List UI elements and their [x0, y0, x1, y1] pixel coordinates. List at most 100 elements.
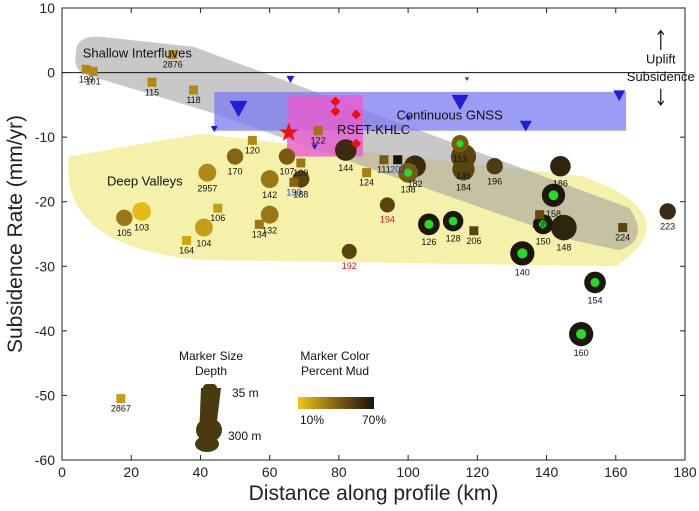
point-101 — [88, 66, 98, 76]
rset-khlc-label: RSET-KHLC — [337, 122, 410, 137]
gnss-marker-2 — [286, 75, 295, 84]
point-label-148: 148 — [556, 242, 571, 252]
x-axis-title: Distance along profile (km) — [249, 482, 499, 505]
point-115 — [147, 77, 157, 87]
x-tick-label-5: 100 — [396, 464, 420, 480]
point-154-marker — [590, 277, 600, 287]
point-label-111: 111 — [377, 165, 391, 175]
point-223 — [659, 203, 676, 220]
y-tick-label-7: -60 — [35, 452, 55, 468]
point-132 — [260, 205, 279, 224]
gnss-marker-3 — [311, 144, 318, 150]
shallow-interfluves-label: Shallow Interfluves — [83, 46, 193, 61]
point-196 — [486, 158, 503, 175]
y-tick-label-1: 0 — [47, 65, 55, 81]
point-label-188: 188 — [293, 190, 308, 200]
y-tick-label-0: 10 — [39, 0, 55, 16]
point-label-106: 106 — [210, 213, 225, 223]
point-label-224: 224 — [615, 233, 630, 243]
point-120 — [247, 135, 257, 145]
rset-marker-3 — [351, 138, 362, 149]
point-202 — [393, 155, 403, 165]
point-label-105: 105 — [117, 228, 132, 238]
point-label-2876: 2876 — [163, 59, 183, 69]
rset-marker-1 — [330, 106, 341, 117]
point-186 — [550, 155, 571, 177]
point-label-154: 154 — [587, 295, 602, 305]
point-label-120: 120 — [245, 145, 260, 155]
point-label-118: 118 — [186, 95, 200, 105]
annotations: Shallow Interfluves Deep Valleys Continu… — [83, 46, 695, 189]
legend-size-top — [203, 384, 217, 392]
point-label-150: 150 — [536, 236, 551, 246]
point-label-2957: 2957 — [197, 184, 217, 194]
point-192 — [341, 243, 357, 259]
x-tick-label-6: 120 — [466, 464, 490, 480]
legend-size-subtitle: Depth — [195, 364, 227, 378]
point-164 — [182, 235, 192, 245]
point-label-113: 113 — [453, 154, 467, 164]
point-126-marker — [424, 219, 434, 229]
point-label-186: 186 — [553, 178, 568, 188]
point-label-190: 190 — [286, 187, 301, 197]
uplift-label: Uplift — [646, 52, 676, 67]
subsidence-arrow — [657, 88, 665, 106]
point-134 — [254, 219, 264, 229]
point-label-206: 206 — [466, 236, 481, 246]
y-axis-title: Subsidence Rate (mm/yr) — [4, 115, 27, 353]
point-224 — [618, 223, 628, 233]
gnss-marker-4 — [405, 115, 412, 121]
legend: Marker Size Depth 35 m 300 m Marker Colo… — [179, 349, 386, 452]
point-138-marker — [403, 168, 413, 177]
legend-size-title: Marker Size — [179, 349, 243, 363]
deep-valleys-label: Deep Valleys — [107, 174, 183, 189]
point-label-142: 142 — [262, 190, 277, 200]
point-label-158: 158 — [546, 209, 561, 219]
point-170 — [226, 148, 244, 165]
rset-marker-2 — [351, 109, 362, 120]
point-label-192: 192 — [342, 261, 357, 271]
x-tick-label-9: 180 — [673, 464, 697, 480]
legend-color-title: Marker Color — [300, 349, 369, 363]
point-label-202: 202 — [390, 165, 405, 175]
point-label-104: 104 — [196, 238, 211, 248]
point-2876 — [168, 49, 178, 59]
point-122 — [313, 126, 323, 136]
point-label-164: 164 — [179, 245, 194, 255]
point-label-182: 182 — [408, 179, 423, 189]
point-124 — [362, 168, 372, 178]
legend-size-ball — [196, 418, 222, 442]
gnss-marker-6 — [464, 77, 469, 82]
point-label-170: 170 — [228, 167, 243, 177]
continuous-gnss-label: Continuous GNSS — [397, 108, 504, 123]
point-208 — [535, 210, 545, 220]
legend-color-max: 70% — [362, 413, 386, 427]
y-tick-label-5: -40 — [35, 323, 55, 339]
x-tick-label-8: 160 — [604, 464, 628, 480]
point-label-124: 124 — [359, 178, 374, 188]
point-190 — [289, 177, 299, 187]
x-tick-label-4: 80 — [331, 464, 347, 480]
x-tick-label-7: 140 — [535, 464, 559, 480]
point-label-140: 140 — [515, 267, 530, 277]
point-label-160: 160 — [574, 348, 589, 358]
point-103 — [132, 202, 151, 221]
point-label-126: 126 — [421, 237, 436, 247]
point-label-138: 138 — [401, 185, 416, 195]
point-label-132: 132 — [262, 226, 277, 236]
point-111 — [379, 155, 389, 165]
point-109 — [296, 158, 306, 168]
point-148 — [551, 214, 577, 241]
y-tick-label-6: -50 — [35, 387, 55, 403]
point-label-199: 199 — [79, 74, 94, 84]
legend-color-subtitle: Percent Mud — [301, 364, 369, 378]
point-118 — [189, 85, 199, 95]
x-tick-label-2: 40 — [193, 464, 209, 480]
point-label-115: 115 — [145, 87, 159, 97]
point-label-122: 122 — [311, 136, 326, 146]
x-tick-label-3: 60 — [262, 464, 278, 480]
point-107 — [278, 148, 296, 165]
point-label-101: 101 — [86, 76, 101, 86]
